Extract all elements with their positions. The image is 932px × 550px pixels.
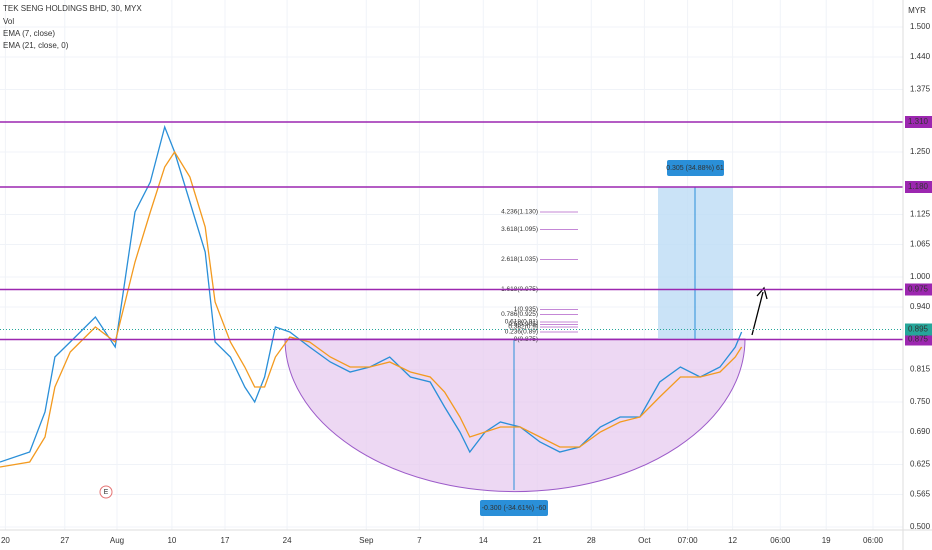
price-label: 1.180 — [908, 182, 929, 191]
arrow — [751, 291, 764, 336]
price-label: 0.875 — [908, 335, 929, 344]
x-tick-label: 20 — [1, 536, 10, 545]
measure-label: -0.300 (-34.61%) -60 — [482, 505, 547, 512]
y-tick-label: 0.500 — [910, 522, 931, 531]
y-tick-label: 0.565 — [910, 490, 931, 499]
event-label: E — [104, 489, 109, 496]
arrow-head — [756, 286, 768, 300]
y-tick-label: 1.500 — [910, 22, 931, 31]
y-tick-label: 1.125 — [910, 210, 931, 219]
fib-label: 0.786(0.925) — [501, 311, 538, 318]
price-label-bg — [905, 333, 932, 346]
chart-title: TEK SENG HOLDINGS BHD, 30, MYX — [3, 4, 142, 13]
price-label: 1.310 — [908, 117, 929, 126]
y-tick-label: 1.250 — [910, 147, 931, 156]
x-tick-label: 14 — [479, 536, 488, 545]
price-label-bg — [905, 283, 932, 296]
x-tick-label: Sep — [359, 536, 374, 545]
price-label-bg — [905, 116, 932, 128]
x-tick-label: 10 — [167, 536, 176, 545]
y-tick-label: 0.690 — [910, 427, 931, 436]
measure-label: 0.305 (34.88%) 61 — [666, 165, 724, 172]
fib-label: 3.618(1.095) — [501, 226, 538, 233]
x-tick-label: 07:00 — [678, 536, 699, 545]
x-tick-label: 19 — [822, 536, 831, 545]
fib-label: 2.618(1.035) — [501, 256, 538, 263]
y-tick-label: 0.625 — [910, 460, 931, 469]
x-tick-label: 17 — [221, 536, 230, 545]
x-tick-label: 06:00 — [863, 536, 884, 545]
x-tick-label: 27 — [60, 536, 69, 545]
indicator-label: EMA (7, close) — [3, 29, 55, 38]
x-tick-label: 7 — [417, 536, 422, 545]
x-tick-label: 24 — [283, 536, 292, 545]
x-tick-label: 28 — [587, 536, 596, 545]
plot: 4.236(1.130)3.618(1.095)2.618(1.035)1.61… — [0, 121, 903, 468]
measure-label-bg — [480, 500, 548, 516]
fib-label: 0.5(0.905) — [508, 321, 538, 328]
measure-label-bg — [667, 160, 724, 176]
fib-label: 0.236(0.89) — [505, 329, 538, 336]
x-tick-label: 12 — [728, 536, 737, 545]
x-tick-label: 21 — [533, 536, 542, 545]
fib-label: 1(0.935) — [514, 306, 538, 313]
series-line — [0, 124, 743, 463]
y-tick-label: 1.375 — [910, 85, 931, 94]
price-label: 0.975 — [908, 285, 929, 294]
x-tick-label: 06:00 — [770, 536, 791, 545]
currency-label: MYR — [908, 6, 926, 15]
price-label-bg — [905, 323, 932, 336]
fib-label: 4.236(1.130) — [501, 209, 538, 216]
x-tick-label: Oct — [638, 536, 651, 545]
indicator-label: EMA (21, close, 0) — [3, 41, 69, 50]
event-marker — [99, 485, 113, 499]
series-line — [0, 150, 743, 468]
price-label: 0.895 — [908, 325, 929, 334]
y-tick-label: 0.940 — [910, 302, 931, 311]
cup-shape — [284, 338, 746, 493]
y-tick-label: 0.815 — [910, 365, 931, 374]
y-tick-label: 0.750 — [910, 397, 931, 406]
fib-label: 0.618(0.91) — [505, 319, 538, 326]
price-label-bg — [905, 181, 932, 193]
y-tick-label: 1.440 — [910, 52, 931, 61]
fib-label: 0.382(0.9) — [508, 324, 538, 331]
indicator-label: Vol — [3, 17, 14, 26]
y-tick-label: 1.065 — [910, 240, 931, 249]
y-tick-label: 1.000 — [910, 272, 931, 281]
x-tick-label: Aug — [110, 536, 124, 545]
